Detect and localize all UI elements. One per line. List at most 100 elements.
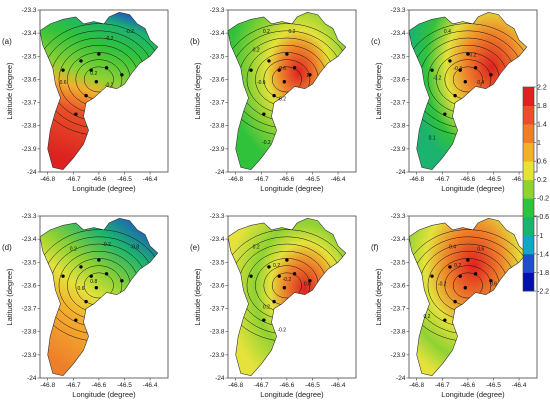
y-axis-label: Latitude (degree) — [193, 62, 202, 120]
x-tick-label: -46.5 — [117, 176, 132, 183]
station-point — [430, 274, 434, 278]
contour-line — [271, 66, 302, 93]
y-tick-label: -23.3 — [210, 213, 225, 220]
station-point — [89, 274, 93, 278]
x-tick-label: -46.8 — [40, 176, 55, 183]
colorbar-band — [523, 105, 534, 125]
colorbar-band — [523, 253, 534, 273]
x-tick-label: -46.8 — [228, 176, 243, 183]
x-tick-label: -46.7 — [435, 382, 450, 389]
y-tick-label: -23.3 — [22, 213, 37, 220]
y-tick-label: -23.5 — [210, 53, 225, 60]
station-point — [466, 258, 470, 262]
y-tick-label: -23.3 — [22, 7, 37, 14]
station-point — [89, 68, 93, 72]
x-tick-label: -46.8 — [228, 382, 243, 389]
contour-fill — [227, 217, 347, 377]
station-point — [308, 73, 312, 77]
contour-label: 0.6 — [304, 281, 311, 287]
y-tick-label: -24 — [396, 375, 406, 382]
contour-label: 0.8 — [90, 279, 97, 285]
panel-6: 0.6 0.4 0.2 0.8 -0.2 0.2 -46.8 -46.7 -46.6 -46.5 -… — [371, 213, 538, 399]
colorbar-tick-label: 0.6 — [537, 159, 547, 166]
panel-3: 0.4 0.2 -0.4 -0.2 0.4 0.1 -46.8 -46.7 -46.6 -46.5… — [371, 7, 538, 193]
y-tick-label: -23.8 — [391, 329, 406, 336]
colorbar-band — [523, 179, 534, 199]
contour-label: -0.8 — [130, 244, 139, 250]
y-tick-label: -23.3 — [210, 7, 225, 14]
contour-fill — [227, 11, 347, 171]
contour-fill — [39, 217, 159, 377]
x-tick-label: -46.5 — [486, 382, 501, 389]
colorbar-band — [523, 272, 534, 292]
station-point — [61, 274, 65, 278]
y-tick-label: -23.4 — [22, 30, 37, 37]
station-point — [277, 274, 281, 278]
contour-label: 0.2 — [423, 314, 430, 320]
station-point — [453, 93, 457, 98]
x-tick-label: -46.4 — [331, 176, 346, 183]
contour-line — [452, 272, 483, 299]
x-axis-label: Longitude (degree) — [260, 184, 324, 193]
y-tick-label: -23.9 — [210, 352, 225, 359]
y-tick-label: -23.4 — [391, 30, 406, 37]
x-tick-label: -46.6 — [279, 382, 294, 389]
station-point — [104, 272, 109, 276]
y-tick-label: -24 — [27, 169, 37, 176]
station-point — [79, 59, 83, 63]
contour-label: 0.8 — [490, 281, 497, 287]
y-tick-label: -23.8 — [391, 123, 406, 130]
y-tick-label: -23.4 — [22, 236, 37, 243]
colorbar-tick-label: -0.2 — [537, 196, 549, 203]
colorbar-band — [523, 216, 534, 236]
contour-label: 0.6 — [77, 286, 84, 292]
x-tick-label: -46.6 — [91, 176, 106, 183]
contour-label: -0.2 — [125, 29, 134, 35]
contour-line — [83, 272, 114, 299]
x-tick-label: -46.5 — [486, 176, 501, 183]
contour-fill — [39, 11, 159, 171]
station-point — [458, 274, 462, 278]
station-point — [448, 265, 452, 269]
station-point — [285, 258, 289, 262]
y-axis-label: Latitude (degree) — [193, 268, 202, 326]
station-point — [466, 52, 470, 56]
y-tick-label: -23.8 — [210, 123, 225, 130]
station-point — [282, 80, 287, 84]
x-axis-label: Longitude (degree) — [72, 184, 136, 193]
contour-label: -0.2 — [105, 36, 114, 42]
contour-label: 0.4 — [449, 244, 456, 250]
y-tick-label: -23.9 — [22, 146, 37, 153]
y-tick-label: -23.4 — [210, 30, 225, 37]
y-axis-label: Latitude (degree) — [5, 62, 14, 120]
y-tick-label: -23.6 — [391, 76, 406, 83]
y-tick-label: -23.8 — [22, 329, 37, 336]
station-point — [97, 258, 101, 262]
x-tick-label: -46.4 — [331, 382, 346, 389]
contour-label: 0.4 — [444, 29, 451, 35]
y-tick-label: -23.9 — [391, 146, 406, 153]
y-axis-label: Latitude (degree) — [374, 62, 383, 120]
colorbar-band — [523, 87, 534, 106]
contour-label: -0.6 — [277, 66, 286, 72]
y-tick-label: -23.7 — [22, 100, 37, 107]
station-point — [61, 68, 65, 72]
station-point — [443, 318, 447, 322]
contour-label: 0.2 — [289, 29, 296, 35]
colorbar-tick-label: -1.8 — [537, 270, 549, 277]
station-point — [448, 59, 452, 63]
contour-label: -0.4 — [453, 66, 462, 72]
station-point — [473, 66, 478, 70]
contour-label: 0.4 — [477, 80, 484, 86]
y-tick-label: -23.5 — [391, 259, 406, 266]
station-point — [453, 299, 457, 304]
station-point — [74, 318, 78, 322]
panel-2: 0.2 -0.6 0.2 1 0.2 -0.6 -0.2 -0.2 -46.8 -46.7 -46.… — [190, 7, 357, 193]
contour-label: -0.2 — [283, 277, 292, 283]
x-tick-label: -46.7 — [435, 176, 450, 183]
y-tick-label: -24 — [396, 169, 406, 176]
contour-label: 0.2 — [253, 48, 260, 54]
contour-line — [452, 66, 483, 93]
colorbar-tick-label: 0.2 — [537, 177, 547, 184]
colorbar-band — [523, 198, 534, 218]
